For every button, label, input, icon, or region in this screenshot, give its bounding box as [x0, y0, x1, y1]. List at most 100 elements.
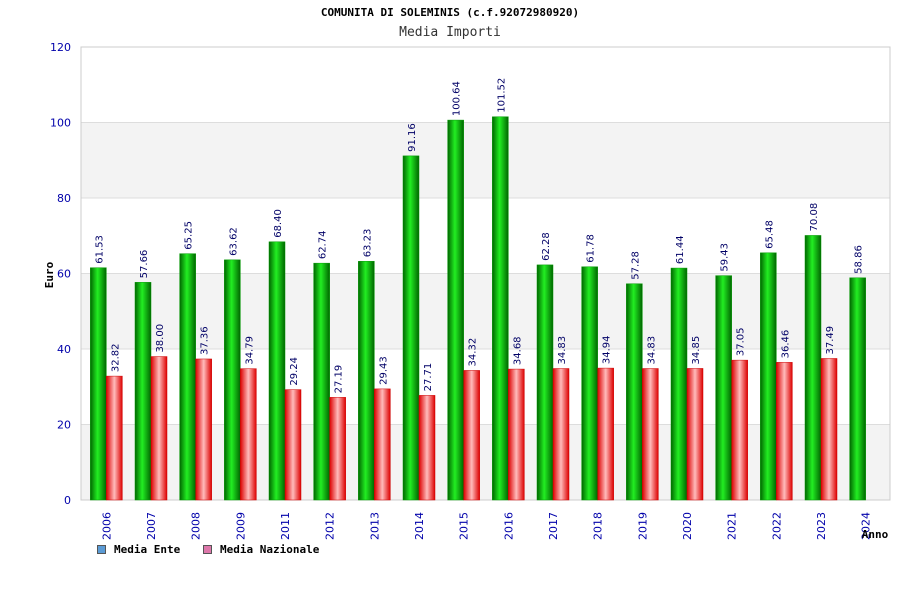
x-tick-label: 2006 — [100, 512, 113, 540]
bar-media-ente — [581, 266, 598, 501]
legend-label-media-nazionale: Media Nazionale — [220, 543, 320, 556]
data-label: 57.28 — [630, 251, 641, 280]
data-label: 27.71 — [423, 363, 434, 392]
bar-media-ente — [715, 275, 732, 501]
bar-media-nazionale — [106, 375, 123, 501]
bar-media-nazionale — [642, 368, 659, 501]
bar-media-ente — [313, 262, 330, 501]
bar-media-ente — [760, 252, 777, 501]
y-tick-label: 120 — [50, 41, 71, 54]
data-label: 62.74 — [318, 231, 329, 260]
data-label: 61.78 — [586, 234, 597, 263]
data-label: 91.16 — [407, 123, 418, 152]
data-label: 34.85 — [691, 336, 702, 365]
data-label: 38.00 — [155, 324, 166, 353]
bar-media-nazionale — [776, 362, 793, 501]
data-label: 34.83 — [646, 336, 657, 365]
x-tick-label: 2008 — [190, 512, 203, 540]
data-label: 37.49 — [825, 326, 836, 355]
bar-media-ente — [90, 267, 107, 501]
plot-frame — [80, 46, 891, 501]
bar-media-nazionale — [240, 368, 257, 501]
data-label: 65.25 — [184, 221, 195, 250]
grid-band — [81, 424, 890, 500]
bar-media-nazionale — [820, 358, 838, 501]
bar-media-ente — [536, 264, 554, 501]
bar-media-ente — [670, 267, 688, 501]
bars — [90, 116, 866, 501]
data-label: 34.32 — [468, 338, 479, 367]
data-label: 63.62 — [228, 227, 239, 256]
x-tick-label: 2018 — [592, 512, 605, 540]
bar-media-ente — [626, 283, 643, 501]
x-tick-label: 2009 — [234, 512, 247, 540]
y-tick-label: 100 — [50, 117, 71, 130]
y-tick-label: 60 — [57, 268, 71, 281]
data-label: 37.36 — [200, 326, 211, 355]
data-label: 27.19 — [334, 365, 345, 394]
bar-media-ente — [358, 261, 375, 501]
x-tick-label: 2013 — [368, 512, 381, 540]
bar-media-ente — [492, 116, 509, 501]
data-label: 37.05 — [736, 327, 747, 356]
x-tick-label: 2020 — [681, 512, 694, 540]
legend-swatch-media-ente — [97, 545, 106, 554]
bar-media-nazionale — [597, 367, 614, 501]
axes: 0 20 40 60 80 100 120 — [50, 41, 891, 507]
x-tick-label: 2024 — [860, 512, 873, 540]
x-tick-label: 2021 — [726, 512, 739, 540]
data-label: 61.53 — [94, 235, 105, 264]
x-tick-label: 2011 — [279, 512, 292, 540]
y-tick-label: 40 — [57, 343, 71, 356]
grid-band — [81, 198, 890, 274]
bar-media-ente — [134, 282, 152, 501]
bar-media-nazionale — [508, 368, 525, 501]
data-label: 36.46 — [780, 330, 791, 359]
data-label: 62.28 — [541, 232, 552, 261]
y-tick-label: 80 — [57, 192, 71, 205]
legend-item-media-nazionale: Media Nazionale — [203, 543, 319, 556]
data-label: 34.79 — [244, 336, 255, 365]
data-label: 34.94 — [602, 335, 613, 364]
x-tick-label: 2007 — [145, 512, 158, 540]
bar-media-nazionale — [552, 368, 570, 501]
x-tick-label: 2012 — [324, 512, 337, 540]
bar-media-nazionale — [374, 388, 391, 501]
data-label: 58.86 — [854, 245, 865, 274]
data-label: 34.83 — [557, 336, 568, 365]
x-axis-label: Anno — [862, 528, 889, 541]
bar-media-ente — [849, 277, 866, 501]
grid-band — [81, 273, 890, 349]
x-tick-label: 2022 — [770, 512, 783, 540]
legend-swatch-media-nazionale — [203, 545, 212, 554]
bar-media-ente — [804, 235, 822, 501]
data-label: 29.24 — [289, 357, 300, 386]
bar-media-nazionale — [686, 368, 704, 501]
x-tick-label: 2023 — [815, 512, 828, 540]
data-label: 32.82 — [110, 343, 121, 372]
data-label: 100.64 — [452, 81, 463, 116]
y-tick-label: 20 — [57, 419, 71, 432]
grid-band — [81, 122, 890, 198]
chart-subtitle: Media Importi — [399, 25, 501, 40]
x-tick-label: 2015 — [458, 512, 471, 540]
bar-media-ente — [402, 155, 420, 501]
bar-media-ente — [268, 241, 286, 501]
x-tick-label: 2014 — [413, 512, 426, 540]
legend-label-media-ente: Media Ente — [114, 543, 181, 556]
data-label: 34.68 — [512, 336, 523, 365]
legend-item-media-ente: Media Ente — [97, 543, 180, 556]
data-label: 68.40 — [273, 209, 284, 238]
y-tick-label: 0 — [64, 494, 71, 507]
data-label: 57.66 — [139, 250, 150, 279]
data-label: 61.44 — [675, 235, 686, 264]
y-axis-label: Euro — [43, 261, 56, 288]
data-label: 101.52 — [496, 78, 507, 113]
bar-media-ente — [447, 119, 464, 501]
bar-media-nazionale — [463, 370, 480, 501]
bar-media-nazionale — [150, 356, 168, 501]
bar-media-ente — [179, 253, 196, 501]
data-label: 29.43 — [378, 356, 389, 385]
